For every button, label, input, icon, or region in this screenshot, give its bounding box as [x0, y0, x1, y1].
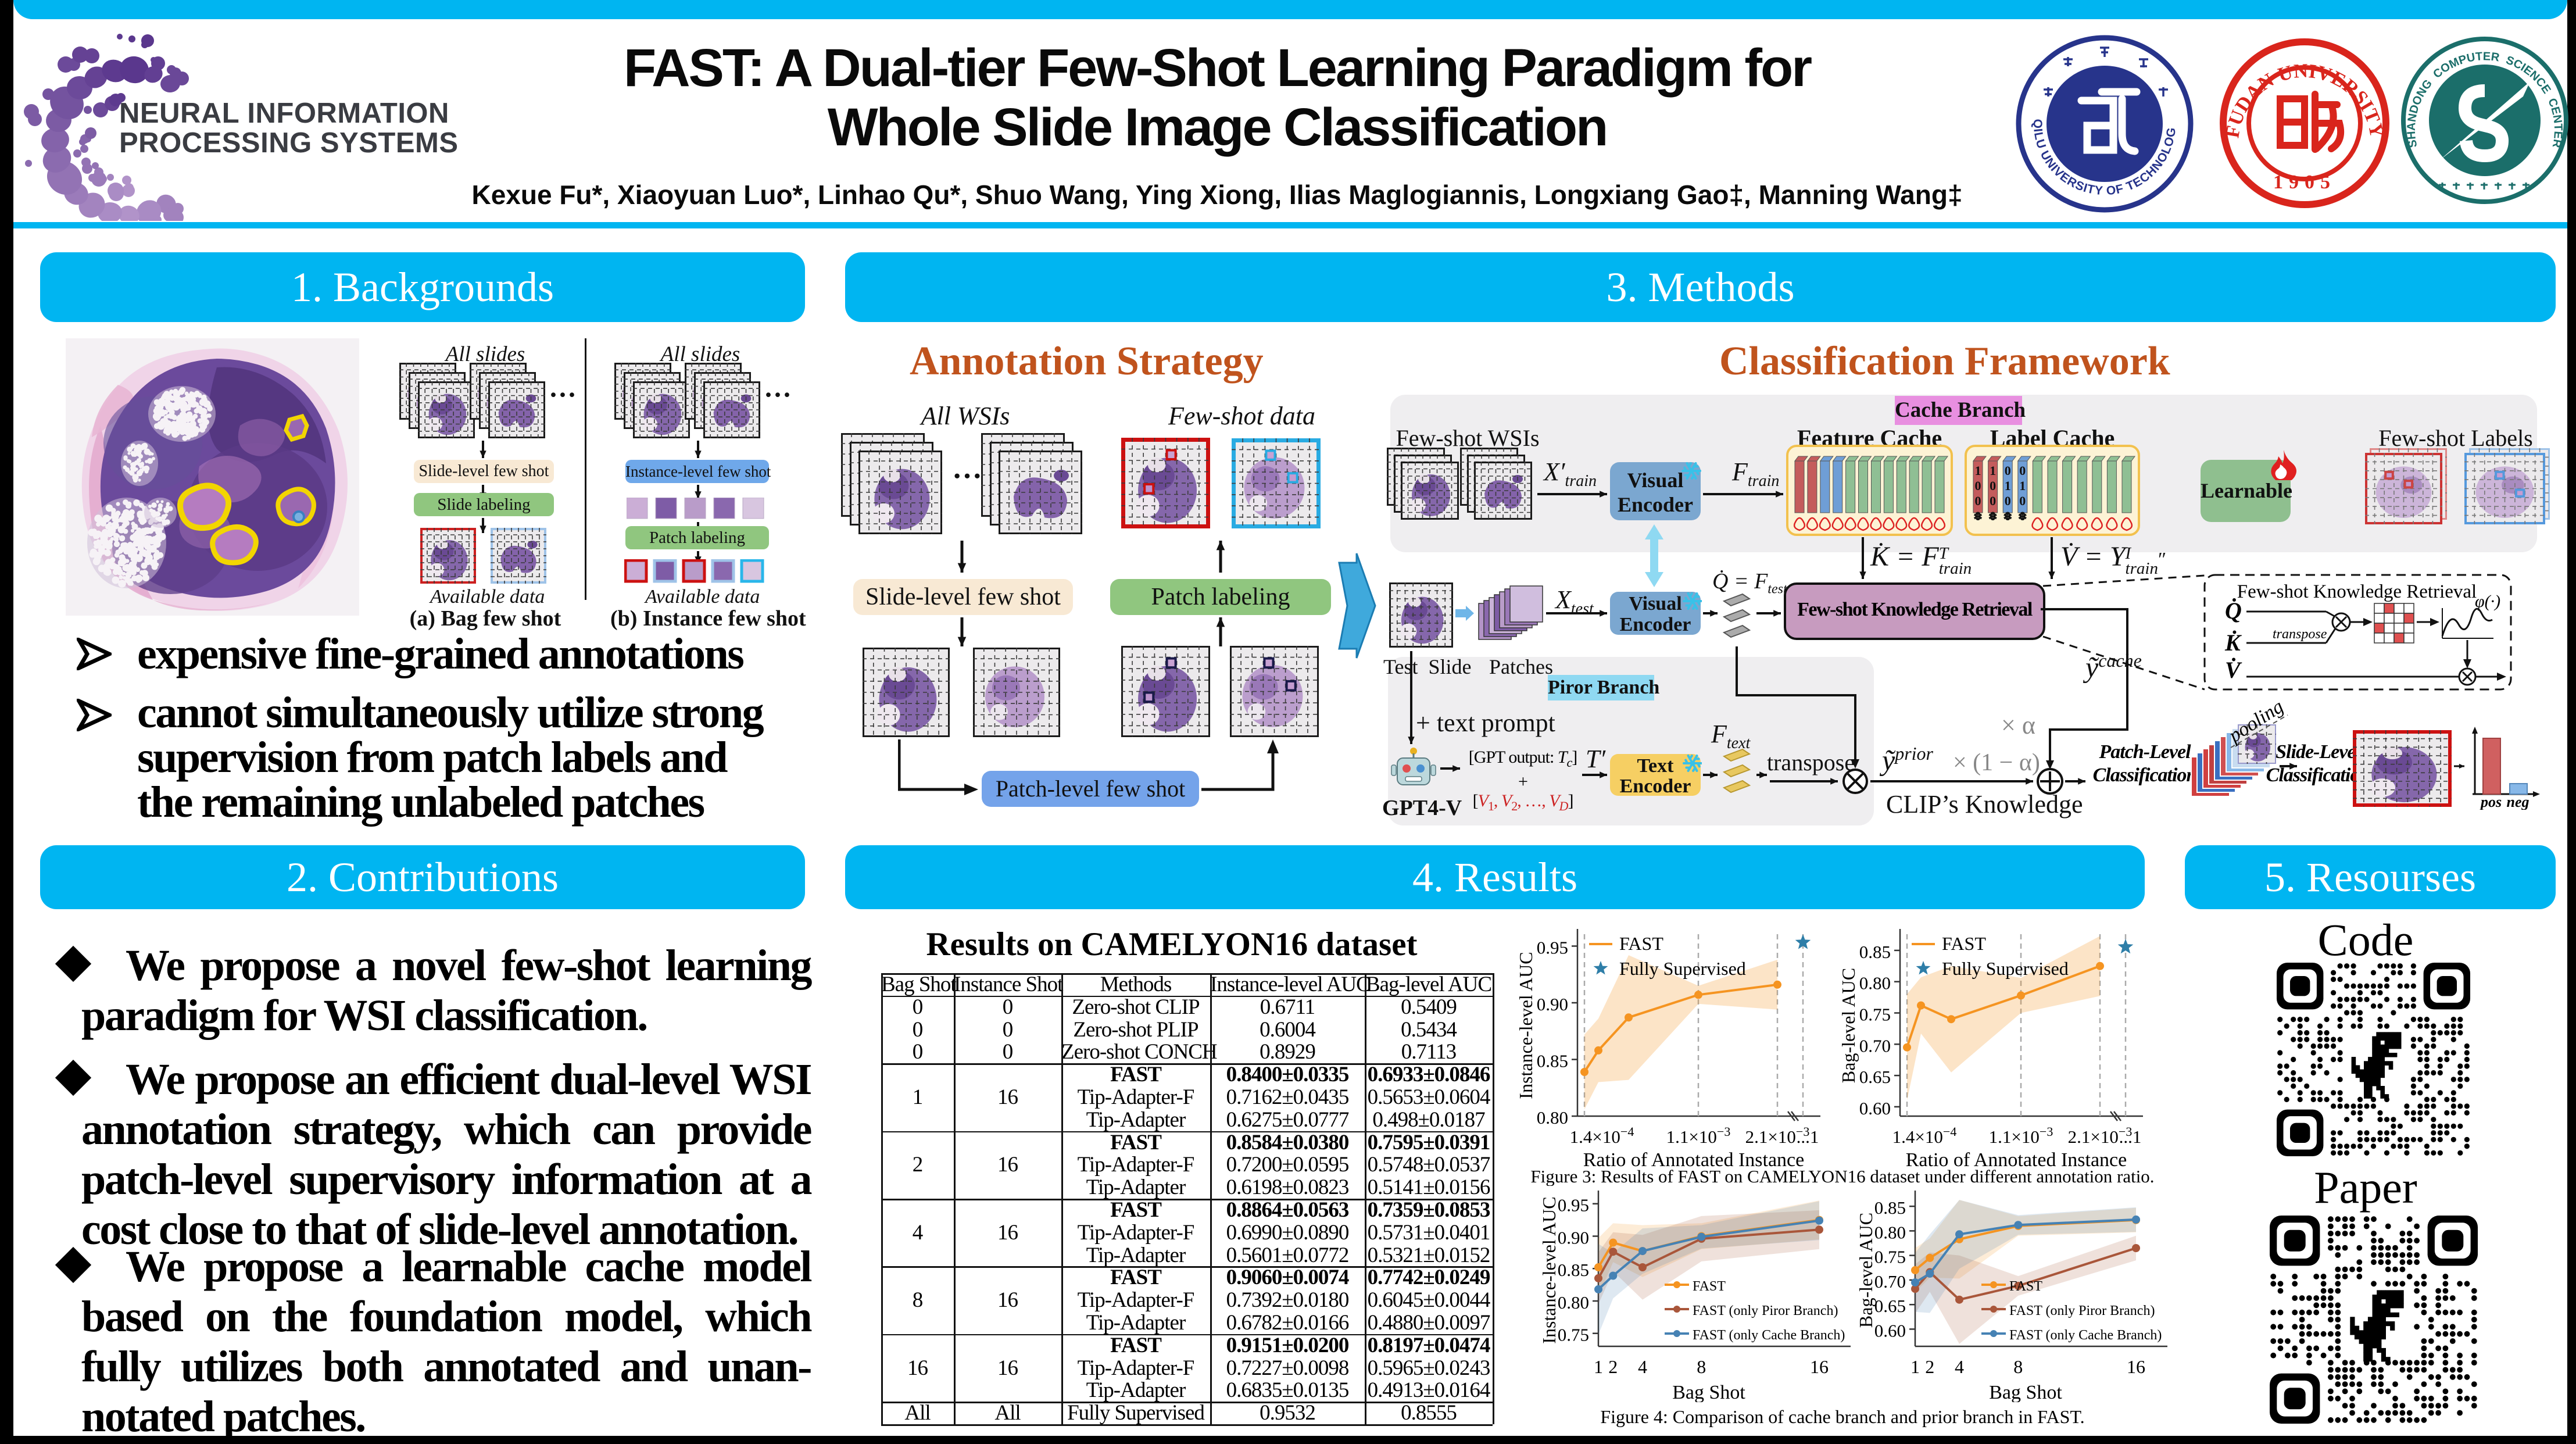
svg-text:Fully Supervised: Fully Supervised — [1942, 958, 2069, 979]
svg-text:Ratio of Annotated Instance: Ratio of Annotated Instance — [1906, 1149, 2127, 1170]
svg-text:Q̇: Q̇ — [2225, 598, 2242, 624]
svg-text:Instance-level AUC: Instance-level AUC — [1540, 1196, 1559, 1343]
svg-text:0.65: 0.65 — [1874, 1296, 1906, 1316]
svg-text:FAST: FAST — [2009, 1279, 2042, 1294]
svg-text:*: * — [2017, 509, 2027, 530]
svg-text:2: 2 — [1925, 1356, 1934, 1377]
svg-text:0.85: 0.85 — [1558, 1260, 1589, 1280]
svg-text:0: 0 — [2005, 494, 2011, 508]
svg-text:neg: neg — [2507, 794, 2530, 810]
svg-text:1905: 1905 — [2273, 171, 2336, 193]
svg-text:0.90: 0.90 — [1537, 994, 1568, 1014]
svg-text:Few-shot Knowledge Retrieval: Few-shot Knowledge Retrieval — [2237, 581, 2477, 602]
svg-text:8: 8 — [1697, 1356, 1706, 1377]
svg-text:transpose: transpose — [2273, 627, 2327, 642]
svg-text:0: 0 — [1975, 494, 1981, 508]
svg-text:Bag-level AUC: Bag-level AUC — [1857, 1213, 1876, 1328]
svg-text:0.70: 0.70 — [1874, 1271, 1906, 1292]
svg-text:...1: ...1 — [2119, 1127, 2142, 1147]
svg-text:0: 0 — [1990, 509, 1996, 523]
svg-text:0.80: 0.80 — [1859, 973, 1891, 993]
svg-text:FAST: FAST — [1619, 933, 1663, 954]
svg-text:0.85: 0.85 — [1537, 1051, 1568, 1071]
svg-text:0.80: 0.80 — [1558, 1292, 1589, 1313]
svg-text:0.80: 0.80 — [1537, 1107, 1568, 1128]
svg-text:FAST: FAST — [1693, 1279, 1726, 1294]
svg-text:0.75: 0.75 — [1874, 1247, 1906, 1267]
svg-text:FAST (only Cache Branch): FAST (only Cache Branch) — [2009, 1328, 2162, 1343]
svg-text:1: 1 — [1594, 1356, 1603, 1377]
svg-text:0.80: 0.80 — [1874, 1222, 1906, 1242]
svg-text:0.85: 0.85 — [1859, 942, 1891, 962]
svg-text:*: * — [2003, 509, 2013, 530]
svg-text:0: 0 — [2005, 509, 2011, 523]
svg-text:0.95: 0.95 — [1537, 938, 1568, 958]
svg-text:0.60: 0.60 — [1874, 1320, 1906, 1341]
svg-text:0: 0 — [2019, 494, 2026, 508]
svg-text:4: 4 — [1955, 1356, 1964, 1377]
svg-text:1: 1 — [1975, 463, 1981, 478]
svg-text:0.95: 0.95 — [1558, 1195, 1589, 1216]
svg-text:Ratio of Annotated Instance: Ratio of Annotated Instance — [1583, 1149, 1805, 1170]
svg-text:FAST (only Piror Branch): FAST (only Piror Branch) — [1693, 1303, 1838, 1318]
svg-text:0.85: 0.85 — [1874, 1198, 1906, 1218]
svg-text:16: 16 — [2127, 1356, 2145, 1377]
svg-text:0.70: 0.70 — [1859, 1035, 1891, 1056]
svg-text:Bag-level AUC: Bag-level AUC — [1840, 968, 1859, 1083]
svg-text:1: 1 — [2019, 478, 2026, 493]
svg-text:4: 4 — [1638, 1356, 1647, 1377]
svg-text:Bag Shot: Bag Shot — [1672, 1382, 1745, 1402]
svg-text:V̇: V̇ — [2225, 657, 2242, 683]
svg-text:...1: ...1 — [1797, 1127, 1819, 1147]
svg-text:*: * — [1973, 509, 1983, 530]
svg-text:0: 0 — [2005, 463, 2011, 478]
svg-text:FAST: FAST — [1942, 933, 1986, 954]
svg-text:0: 0 — [1990, 478, 1996, 493]
svg-text:Bag Shot: Bag Shot — [1989, 1382, 2062, 1402]
svg-text:Instance-level AUC: Instance-level AUC — [1517, 952, 1536, 1099]
svg-text:1.1×10−3: 1.1×10−3 — [1989, 1124, 2053, 1148]
svg-text:1: 1 — [1990, 463, 1996, 478]
svg-text:*: * — [1988, 509, 1998, 530]
svg-text:0: 0 — [2019, 509, 2026, 523]
svg-text:0: 0 — [1975, 478, 1981, 493]
svg-text:0: 0 — [1990, 494, 1996, 508]
svg-text:0.60: 0.60 — [1859, 1098, 1891, 1118]
svg-text:1: 1 — [2005, 478, 2011, 493]
svg-text:0: 0 — [1975, 509, 1981, 523]
svg-text:0.75: 0.75 — [1859, 1005, 1891, 1025]
svg-text:0.90: 0.90 — [1558, 1228, 1589, 1248]
svg-text:pos: pos — [2480, 794, 2502, 810]
svg-text:8: 8 — [2013, 1356, 2023, 1377]
svg-text:16: 16 — [1810, 1356, 1829, 1377]
svg-text:FAST (only Piror Branch): FAST (only Piror Branch) — [2009, 1303, 2155, 1318]
svg-text:K̇: K̇ — [2224, 630, 2242, 656]
svg-text:FAST (only Cache Branch): FAST (only Cache Branch) — [1693, 1328, 1845, 1343]
svg-text:1: 1 — [1910, 1356, 1920, 1377]
svg-text:Fully Supervised: Fully Supervised — [1619, 958, 1746, 979]
svg-text:2: 2 — [1608, 1356, 1618, 1377]
svg-text:0.65: 0.65 — [1859, 1067, 1891, 1087]
svg-text:0.75: 0.75 — [1558, 1325, 1589, 1345]
svg-text:0: 0 — [2019, 463, 2026, 478]
svg-text:φ(·): φ(·) — [2475, 592, 2500, 611]
